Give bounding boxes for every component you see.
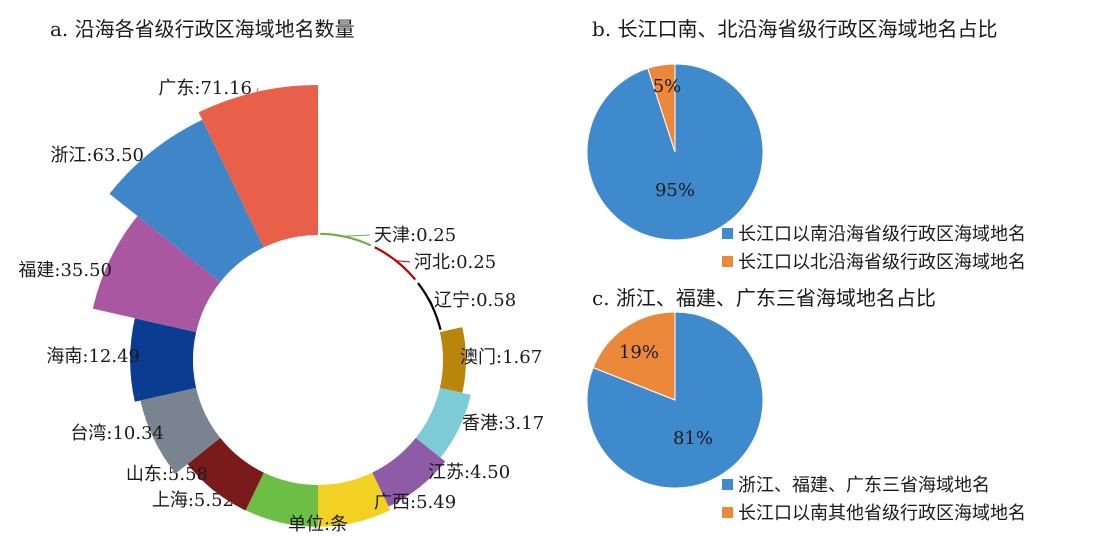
chart-a: a. 沿海各省级行政区海域地名数量 天津:0.25 河北:0.25 辽宁:0.58 澳… <box>18 17 544 535</box>
chart-c-marks: 81% 19% <box>586 311 764 489</box>
rose-leader-line <box>429 299 433 306</box>
chart-a-marks: 天津:0.25 河北:0.25 辽宁:0.58 澳门:1.67 香港:3.17 江苏:4.… <box>18 78 544 527</box>
rose-leader-line <box>397 260 411 263</box>
rose-segment-11 <box>130 318 197 402</box>
legend-entry: 浙江、福建、广东三省海域地名 <box>738 475 990 496</box>
rose-leader-line <box>256 87 259 93</box>
rose-center <box>193 235 443 485</box>
rose-leader-line <box>418 471 421 488</box>
rose-data-label: 山东:5.58 <box>126 464 208 485</box>
rose-data-label: 天津:0.25 <box>374 225 456 246</box>
rose-segment-14 <box>198 85 318 248</box>
rose-leader-line <box>354 501 369 523</box>
chart-a-title: a. 沿海各省级行政区海域地名数量 <box>50 17 355 41</box>
rose-segment-12 <box>92 216 221 333</box>
rose-segment-5 <box>415 387 471 458</box>
rose-segment-10 <box>140 387 221 474</box>
legend-swatch <box>722 507 733 518</box>
pie-slice-2 <box>647 63 676 153</box>
rose-data-label: 广西:5.49 <box>374 492 456 513</box>
rose-data-label: 辽宁:0.58 <box>434 290 516 311</box>
rose-leader-line <box>109 259 119 271</box>
legend-entry: 长江口以南其他省级行政区海域地名 <box>738 503 1026 524</box>
rose-leader-line <box>346 234 371 237</box>
chart-c: c. 浙江、福建、广东三省海域地名占比 81% 19% 浙江、福建、广东三省海域地… <box>586 286 1026 524</box>
rose-segment-6 <box>372 437 446 507</box>
rose-data-label: 福建:35.50 <box>18 260 112 281</box>
pie-data-label: 19% <box>619 342 659 363</box>
rose-leader-line <box>149 151 153 156</box>
rose-data-label: 广东:71.16 <box>158 78 252 99</box>
rose-leader-line <box>153 432 171 440</box>
rose-segment-13 <box>109 119 264 283</box>
pie-data-label: 5% <box>653 76 682 97</box>
legend-swatch <box>722 479 733 490</box>
legend-swatch <box>722 256 733 267</box>
rose-leader-line <box>130 355 147 361</box>
pie-slice-2 <box>592 311 676 401</box>
rose-data-label: 浙江:63.50 <box>50 145 144 166</box>
rose-data-label: 台湾:10.34 <box>70 423 164 444</box>
rose-leader-line <box>457 422 460 429</box>
pie-data-label: 81% <box>673 428 713 449</box>
chart-b-title: b. 长江口南、北沿海省级行政区海域地名占比 <box>592 17 998 41</box>
rose-data-label: 河北:0.25 <box>414 252 496 273</box>
legend-entry: 长江口以南沿海省级行政区海域地名 <box>738 224 1026 245</box>
legend-swatch <box>722 228 733 239</box>
rose-data-label: 香港:3.17 <box>462 413 544 434</box>
rose-leader-line <box>454 356 467 361</box>
chart-b: b. 长江口南、北沿海省级行政区海域地名占比 95% 5% 长江口以南沿海省级行政… <box>586 17 1026 273</box>
rose-segment-2 <box>374 246 417 281</box>
rose-segment-1 <box>320 232 372 247</box>
rose-segment-3 <box>417 282 442 331</box>
rose-leader-line <box>211 473 215 491</box>
rose-segment-4 <box>439 327 466 393</box>
rose-data-label: 海南:12.49 <box>46 346 140 367</box>
rose-segment-9 <box>187 437 264 511</box>
rose-data-label: 澳门:1.67 <box>460 347 542 368</box>
rose-data-label: 江苏:4.50 <box>428 462 510 483</box>
rose-segment-7 <box>318 472 391 527</box>
chart-c-title: c. 浙江、福建、广东三省海域地名占比 <box>592 286 936 310</box>
pie-data-label: 95% <box>655 180 695 201</box>
chart-a-unit-note: 单位:条 <box>288 514 348 535</box>
legend-entry: 长江口以北沿海省级行政区海域地名 <box>738 252 1026 273</box>
rose-data-label: 上海:5.52 <box>152 490 234 511</box>
chart-b-marks: 95% 5% <box>586 63 764 241</box>
